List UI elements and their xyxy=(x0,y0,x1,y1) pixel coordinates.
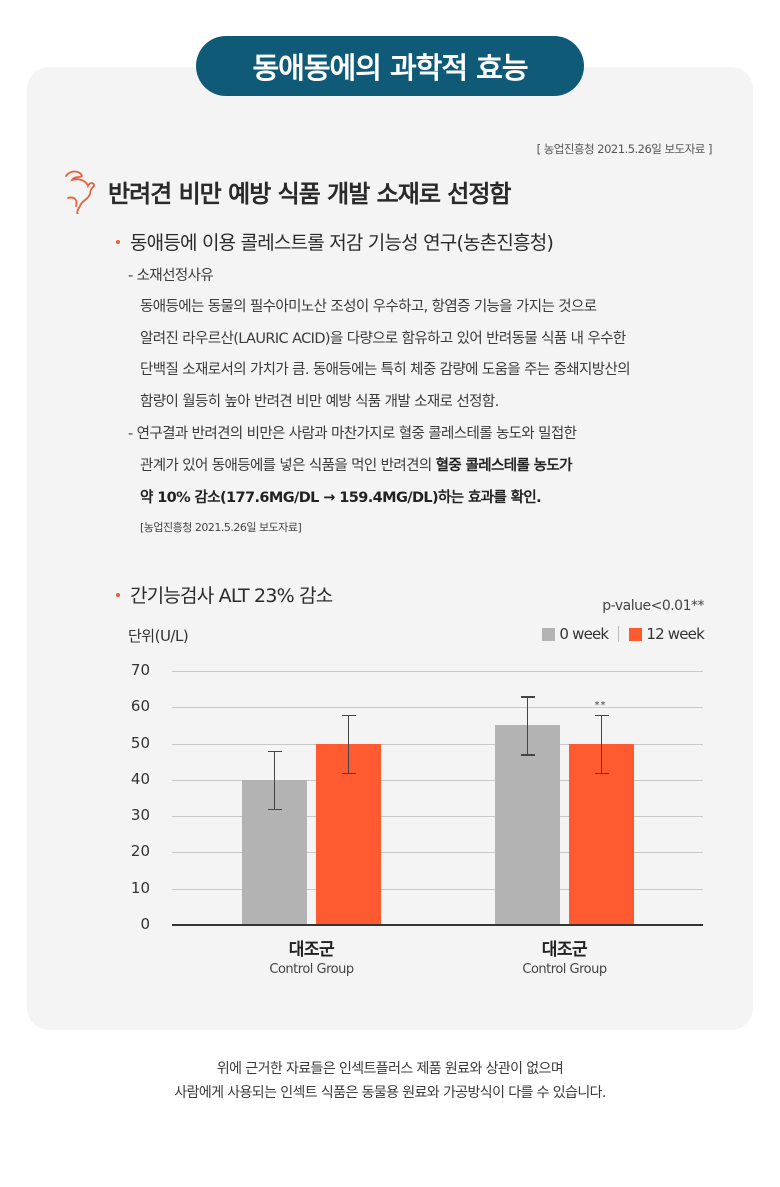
gridline xyxy=(172,816,703,818)
p-value: p-value<0.01** xyxy=(602,598,704,614)
error-cap xyxy=(341,714,356,717)
bullet-icon xyxy=(116,239,120,244)
error-cap xyxy=(594,714,609,717)
significance-mark: ** xyxy=(594,699,607,711)
reason-line: 알려진 라우르산(LAURIC ACID)을 다량으로 함유하고 있어 반려동물… xyxy=(140,331,626,347)
error-cap xyxy=(520,754,535,756)
dog-line-icon xyxy=(65,170,95,214)
reason-line: 동애등에는 동물의 필수아미노산 조성이 우수하고, 항염증 기능을 가지는 것… xyxy=(140,299,597,315)
y-axis-unit: 단위(U/L) xyxy=(128,627,189,645)
bar-0-week xyxy=(495,725,560,925)
section-heading-text: 반려견 비만 예방 식품 개발 소재로 선정함 xyxy=(108,179,511,208)
reason-label: - 소재선정사유 xyxy=(128,268,214,284)
legend-label-0-week: 0 week xyxy=(559,625,609,643)
y-tick-label: 0 xyxy=(140,915,150,933)
y-tick-label: 40 xyxy=(130,769,150,788)
y-tick-label: 70 xyxy=(130,661,150,679)
x-label-ko: 대조군 xyxy=(288,940,335,960)
disclaimer-line: 사람에게 사용되는 인섹트 식품은 동물용 원료와 가공방식이 다를 수 있습니… xyxy=(174,1085,606,1101)
bullet-icon xyxy=(116,592,120,597)
x-label-en: Control Group xyxy=(522,962,607,977)
x-axis-label: 대조군 Control Group xyxy=(232,935,392,977)
error-cap xyxy=(594,772,609,775)
error-bar xyxy=(600,714,603,773)
result-line: - 연구결과 반려견의 비만은 사람과 마찬가지로 혈중 콜레스테롤 농도와 밀… xyxy=(128,426,577,442)
page-title-text: 동애동에의 과학적 효능 xyxy=(252,51,529,85)
y-tick-label: 30 xyxy=(130,806,150,825)
result-text: 관계가 있어 동애등에를 넣은 식품을 먹인 반려견의 xyxy=(140,458,436,474)
gridline xyxy=(172,888,703,890)
research-title-row: 동애등에 이용 콜레스트롤 저감 기능성 연구(농촌진흥청) xyxy=(116,228,554,255)
reason-line: 단백질 소재로서의 가치가 큼. 동애등에는 특히 체중 감량에 도움을 주는 … xyxy=(140,362,631,378)
page-title: 동애동에의 과학적 효능 xyxy=(196,36,584,96)
result-highlight-line: 약 10% 감소(177.6MG/DL → 159.4MG/DL)하는 효과를 … xyxy=(140,490,542,506)
error-bar xyxy=(347,714,350,773)
y-tick-label: 10 xyxy=(130,878,150,897)
research-title: 동애등에 이용 콜레스트롤 저감 기능성 연구(농촌진흥청) xyxy=(130,232,554,254)
legend-divider xyxy=(618,626,620,642)
gridline xyxy=(172,852,703,854)
legend-swatch-0-week xyxy=(542,627,556,641)
y-tick-label: 60 xyxy=(130,697,150,716)
x-axis-line xyxy=(172,924,703,926)
y-tick-label: 50 xyxy=(130,733,150,752)
legend-label-12-week: 12 week xyxy=(646,625,704,643)
chart-title-row: 간기능검사 ALT 23% 감소 xyxy=(116,581,333,608)
section-heading: 반려견 비만 예방 식품 개발 소재로 선정함 xyxy=(60,168,511,214)
gridline xyxy=(172,779,703,781)
chart-legend: 0 week 12 week xyxy=(542,625,705,643)
error-bar xyxy=(526,696,529,755)
x-axis-label: 대조군 Control Group xyxy=(485,935,645,977)
chart-title: 간기능검사 ALT 23% 감소 xyxy=(130,585,333,607)
gridline xyxy=(172,707,703,709)
source-citation-top: [ 농업진흥청 2021.5.26일 보도자료 ] xyxy=(536,142,713,156)
y-tick-label: 20 xyxy=(130,842,150,861)
error-cap xyxy=(267,808,282,811)
source-citation: [농업진흥청 2021.5.26일 보도자료] xyxy=(140,521,302,534)
result-line: 관계가 있어 동애등에를 넣은 식품을 먹인 반려견의 혈중 콜레스테롤 농도가 xyxy=(140,454,573,475)
error-bar xyxy=(273,750,276,809)
gridline xyxy=(172,671,703,672)
x-label-ko: 대조군 xyxy=(541,940,588,960)
error-cap xyxy=(341,772,356,775)
error-cap xyxy=(520,696,535,698)
x-label-en: Control Group xyxy=(269,962,354,977)
reason-line: 함량이 월등히 높아 반려견 비만 예방 식품 개발 소재로 선정함. xyxy=(140,394,499,410)
result-highlight: 혈중 콜레스테롤 농도가 xyxy=(435,458,573,474)
disclaimer-line: 위에 근거한 자료들은 인섹트플러스 제품 원료와 상관이 없으며 xyxy=(216,1061,564,1077)
error-cap xyxy=(267,750,282,753)
legend-swatch-12-week xyxy=(629,627,643,641)
gridline xyxy=(172,743,703,745)
